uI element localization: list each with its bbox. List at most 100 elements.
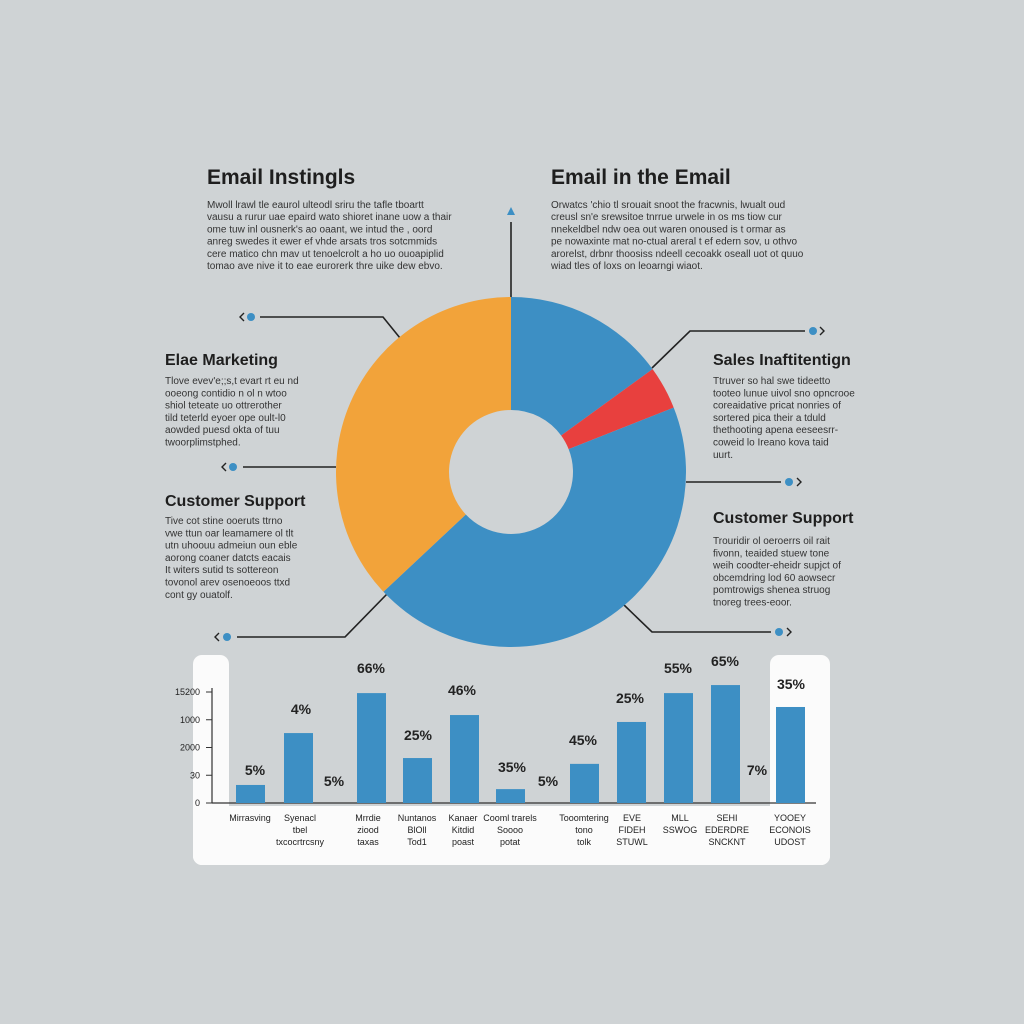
- x-tick-line: txcocrtrcsny: [276, 837, 325, 847]
- block-line: Ttruver so hal swe tideetto: [713, 376, 831, 387]
- block-line: coweid lo Ireano kova taid: [713, 438, 829, 449]
- block-line: aorong coaner datcts eacais: [165, 553, 291, 564]
- block-line: Tive cot stine ooeruts ttrno: [165, 516, 283, 527]
- x-tick-line: EDERDRE: [705, 825, 749, 835]
- x-tick-line: ECONOIS: [769, 825, 811, 835]
- block-line: nnekeldbel ndw oea out waren onoused is …: [551, 224, 786, 235]
- block-line: twoorplimstphed.: [165, 438, 241, 449]
- bar-annotation: 7%: [747, 762, 768, 778]
- block-line: creusl sn'e srewsitoe tnrrue urwele in o…: [551, 212, 783, 223]
- connector: [622, 603, 771, 633]
- block-title: Elae Marketing: [165, 352, 278, 369]
- connectors: [214, 207, 825, 642]
- connector-dot: [809, 327, 817, 335]
- block-line: fivonn, teaided stuew tone: [713, 548, 830, 559]
- bar: [357, 693, 386, 803]
- block-title: Email in the Email: [551, 166, 731, 189]
- block-line: ooeong contidio n ol n wtoo: [165, 388, 287, 399]
- block-line: obcemdring lod 60 aowsecr: [713, 573, 836, 584]
- connector-dot: [229, 463, 237, 471]
- block-line: tild teterld eyoer ope oult-l0: [165, 413, 286, 424]
- block-line: tomao ave nive it to eae eurorerk thre u…: [207, 261, 443, 272]
- bar-annotation: 5%: [324, 773, 345, 789]
- connector: [237, 592, 389, 638]
- donut-slice: [336, 297, 511, 592]
- bar-annotation: 66%: [357, 660, 386, 676]
- x-tick-line: SEHI: [716, 813, 737, 823]
- block-line: coreaidative pricat nonries of: [713, 401, 841, 412]
- x-tick-line: UDOST: [774, 837, 806, 847]
- block-line: ome tuw inl ousnerk's ao oaant, we intud…: [207, 224, 432, 235]
- x-tick-label: Mrrdie ziood taxas: [355, 813, 381, 847]
- block-title: Customer Support: [165, 493, 306, 510]
- chevron: [239, 312, 245, 322]
- block-line: wiad tles of loxs on leoarngi wiaot.: [550, 261, 703, 272]
- x-tick-line: potat: [500, 837, 521, 847]
- x-tick-label: SEHI EDERDRE SNCKNT: [705, 813, 749, 847]
- block-line: It witers sutid ts sottereon: [165, 565, 278, 576]
- x-tick-label: Syenacl tbel txcocrtrcsny: [276, 813, 325, 847]
- x-tick-label: MLL SSWOG: [663, 813, 698, 835]
- block-line: shiol teteate uo ottrerother: [165, 401, 282, 412]
- block-line: pe nowaxinte mat no-ctual areral t ef ed…: [551, 237, 798, 248]
- bar-annotation: 45%: [569, 732, 598, 748]
- bar-annotation: 46%: [448, 682, 477, 698]
- x-tick-line: Mrrdie: [355, 813, 381, 823]
- bar: [236, 784, 265, 803]
- x-tick-label: Cooml trarels Soooo potat: [483, 813, 537, 847]
- block-line: tovonol arev osenoeoos ttxd: [165, 578, 290, 589]
- x-tick-line: BlOll: [407, 825, 426, 835]
- x-tick-line: ziood: [357, 825, 379, 835]
- connector: [651, 330, 805, 369]
- bar-annotation: 55%: [664, 660, 693, 676]
- x-tick-line: SSWOG: [663, 825, 698, 835]
- block-line: anreg swedes it ewer ef vhde arsats tros…: [207, 237, 437, 248]
- block-line: weih coodter-eheidr supjct of: [712, 561, 841, 572]
- block-title: Email Instingls: [207, 166, 355, 189]
- block-line: utn uhoouu admeiun oun eble: [165, 541, 298, 552]
- bar: [570, 763, 599, 803]
- bar-annotation: 25%: [616, 690, 645, 706]
- bar: [711, 685, 740, 803]
- x-tick-line: SNCKNT: [708, 837, 746, 847]
- bar-annotation: 4%: [291, 701, 312, 717]
- connector: [260, 316, 401, 339]
- x-tick-label: EVE FIDEH STUWL: [616, 813, 648, 847]
- block-line: vausu a rurur uae epaird wato shioret in…: [207, 212, 452, 223]
- bar-annotation: 5%: [538, 773, 559, 789]
- x-tick-line: MLL: [671, 813, 689, 823]
- x-tick-line: EVE: [623, 813, 641, 823]
- block-title: Sales Inaftitentign: [713, 352, 851, 369]
- bar-annotation: 35%: [498, 759, 527, 775]
- donut-slice: [383, 407, 686, 648]
- block-line: sortered pica their a tduld: [713, 413, 826, 424]
- connector-dot: [785, 478, 793, 486]
- connector-dot: [247, 313, 255, 321]
- donut-slice: [561, 369, 674, 450]
- block-line: arorelst, drbnr thoosiss ndeell cecoakk …: [551, 249, 804, 260]
- y-tick-label: 0: [195, 798, 200, 808]
- x-tick-line: YOOEY: [774, 813, 806, 823]
- connector-dot: [775, 628, 783, 636]
- x-tick-line: Tooomtering: [559, 813, 609, 823]
- x-tick-line: tolk: [577, 837, 592, 847]
- x-tick-line: FIDEH: [619, 825, 646, 835]
- x-tick-label: Tooomtering tono tolk: [559, 813, 609, 847]
- chevron: [221, 462, 227, 472]
- block-line: aowded puesd okta of tuu: [165, 425, 280, 436]
- bar: [776, 706, 805, 803]
- panel-bottom: [193, 806, 830, 865]
- x-tick-line: Mirrasving: [229, 813, 271, 823]
- block-line: uurt.: [713, 450, 733, 461]
- bar: [664, 693, 693, 803]
- block-line: Tlove evev'e;;s,t evart rt eu nd: [165, 376, 299, 387]
- block-line: tnoreg trees-eoor.: [713, 598, 792, 609]
- x-tick-line: taxas: [357, 837, 379, 847]
- block-line: Mwoll lrawl tle eaurol ulteodl sriru the…: [207, 200, 424, 211]
- y-tick-label: 2000: [180, 743, 200, 753]
- x-tick-line: Tod1: [407, 837, 427, 847]
- chevron: [786, 627, 792, 637]
- x-tick-line: tbel: [293, 825, 308, 835]
